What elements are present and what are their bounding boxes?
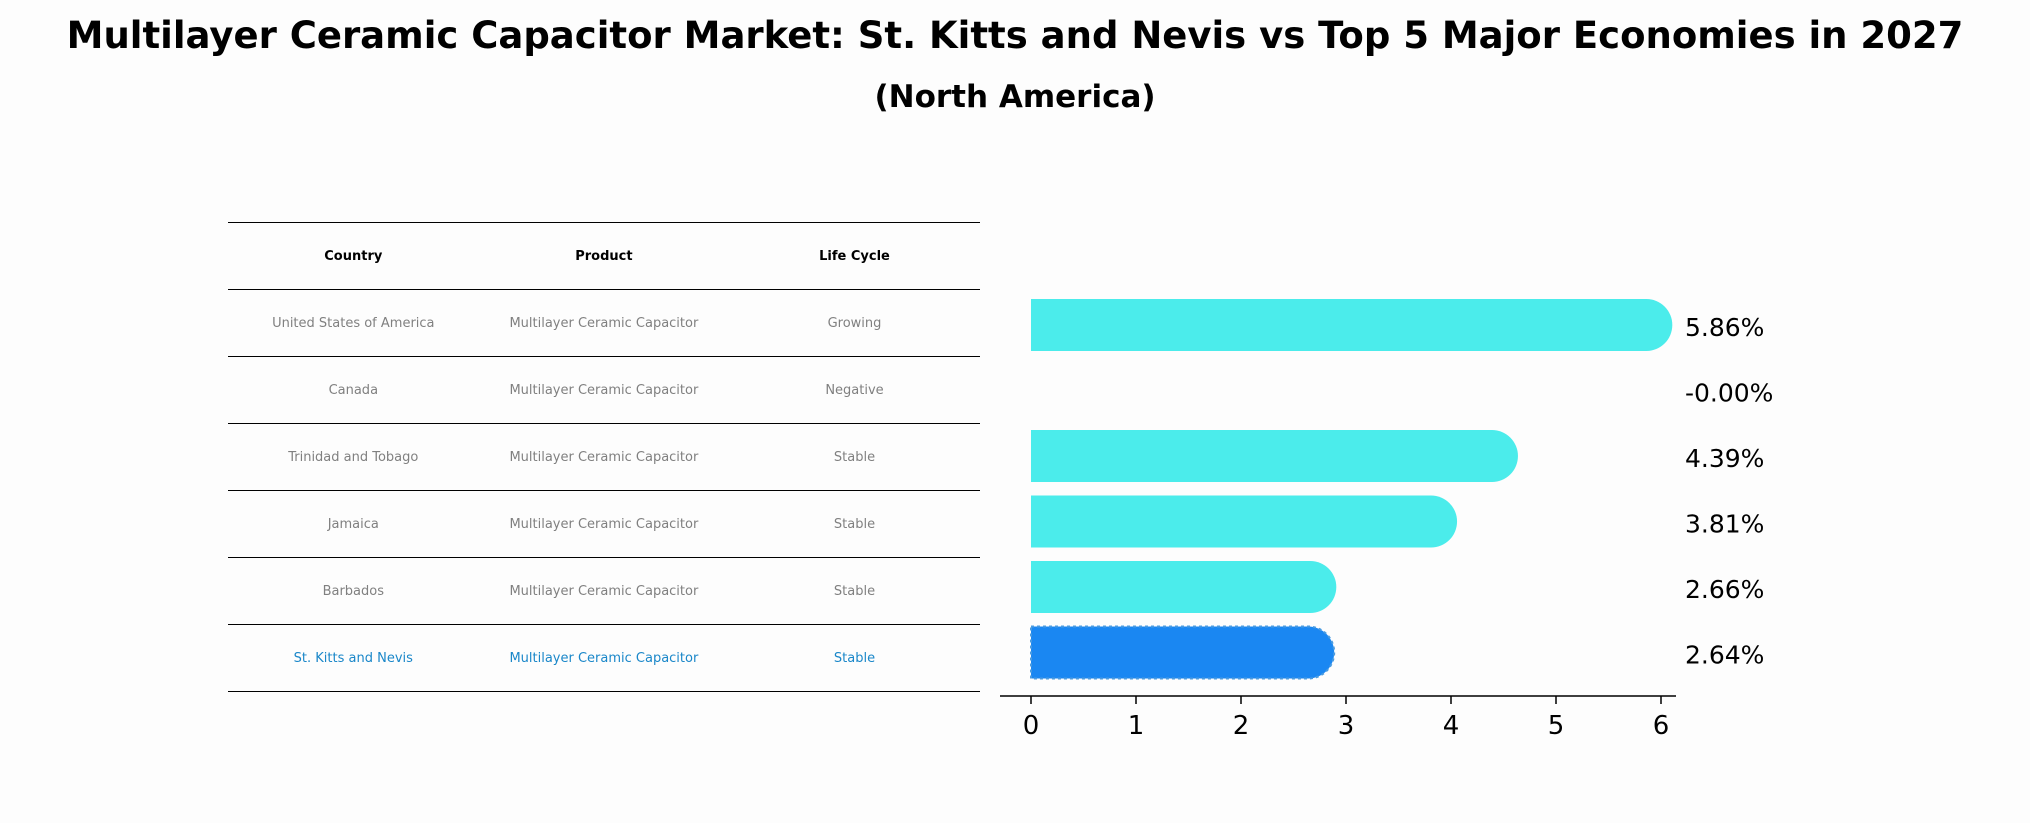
product-cell: Multilayer Ceramic Capacitor (509, 583, 699, 599)
bar (1031, 430, 1518, 482)
table-row: Barbados Multilayer Ceramic Capacitor St… (228, 558, 980, 625)
country-table: Country Product Life Cycle United States… (228, 222, 980, 692)
x-tick-label: 4 (1443, 711, 1460, 741)
value-label: -0.00% (1685, 379, 1773, 408)
bar (1031, 495, 1458, 548)
product-cell: Multilayer Ceramic Capacitor (509, 449, 699, 465)
table-header-row: Country Product Life Cycle (228, 223, 980, 290)
chart-title: Multilayer Ceramic Capacitor Market: St.… (66, 14, 1964, 57)
table-row-highlighted: St. Kitts and Nevis Multilayer Ceramic C… (228, 625, 980, 692)
table-row: Jamaica Multilayer Ceramic Capacitor Sta… (228, 491, 980, 558)
table-row: Canada Multilayer Ceramic Capacitor Nega… (228, 357, 980, 424)
x-tick-label: 0 (1023, 711, 1040, 741)
life-cycle-cell: Stable (833, 583, 876, 599)
life-cycle-cell: Stable (833, 449, 876, 465)
life-cycle-cell: Stable (833, 650, 876, 666)
country-cell: Trinidad and Tobago (288, 449, 419, 465)
value-label: 5.86% (1685, 313, 1764, 342)
header-life-cycle: Life Cycle (819, 248, 890, 264)
table-row: United States of America Multilayer Cera… (228, 290, 980, 357)
chart-subtitle: (North America) (874, 79, 1156, 115)
value-label: 2.66% (1685, 575, 1764, 604)
value-label: 2.64% (1685, 641, 1764, 670)
bar (1030, 625, 1336, 680)
header-product: Product (575, 248, 633, 264)
life-cycle-cell: Growing (827, 315, 882, 331)
table-row: Trinidad and Tobago Multilayer Ceramic C… (228, 424, 980, 491)
table-top-rule (228, 222, 980, 223)
country-cell: Canada (328, 382, 379, 398)
x-tick-label: 2 (1233, 711, 1250, 741)
product-cell: Multilayer Ceramic Capacitor (509, 382, 699, 398)
value-label: 3.81% (1685, 510, 1764, 539)
value-label: 4.39% (1685, 444, 1764, 473)
x-tick-label: 1 (1128, 711, 1145, 741)
country-cell: Jamaica (327, 516, 379, 532)
product-cell: Multilayer Ceramic Capacitor (509, 315, 699, 331)
bar (1031, 299, 1673, 351)
product-cell: Multilayer Ceramic Capacitor (509, 650, 699, 666)
country-cell: St. Kitts and Nevis (293, 650, 413, 666)
country-cell: Barbados (322, 583, 385, 599)
x-tick-label: 3 (1338, 711, 1355, 741)
x-tick-label: 5 (1548, 711, 1565, 741)
life-cycle-cell: Negative (825, 382, 884, 398)
country-cell: United States of America (272, 315, 435, 331)
x-tick-label: 6 (1653, 711, 1670, 741)
life-cycle-cell: Stable (833, 516, 876, 532)
product-cell: Multilayer Ceramic Capacitor (509, 516, 699, 532)
header-country: Country (324, 248, 383, 264)
bar (1031, 561, 1337, 613)
